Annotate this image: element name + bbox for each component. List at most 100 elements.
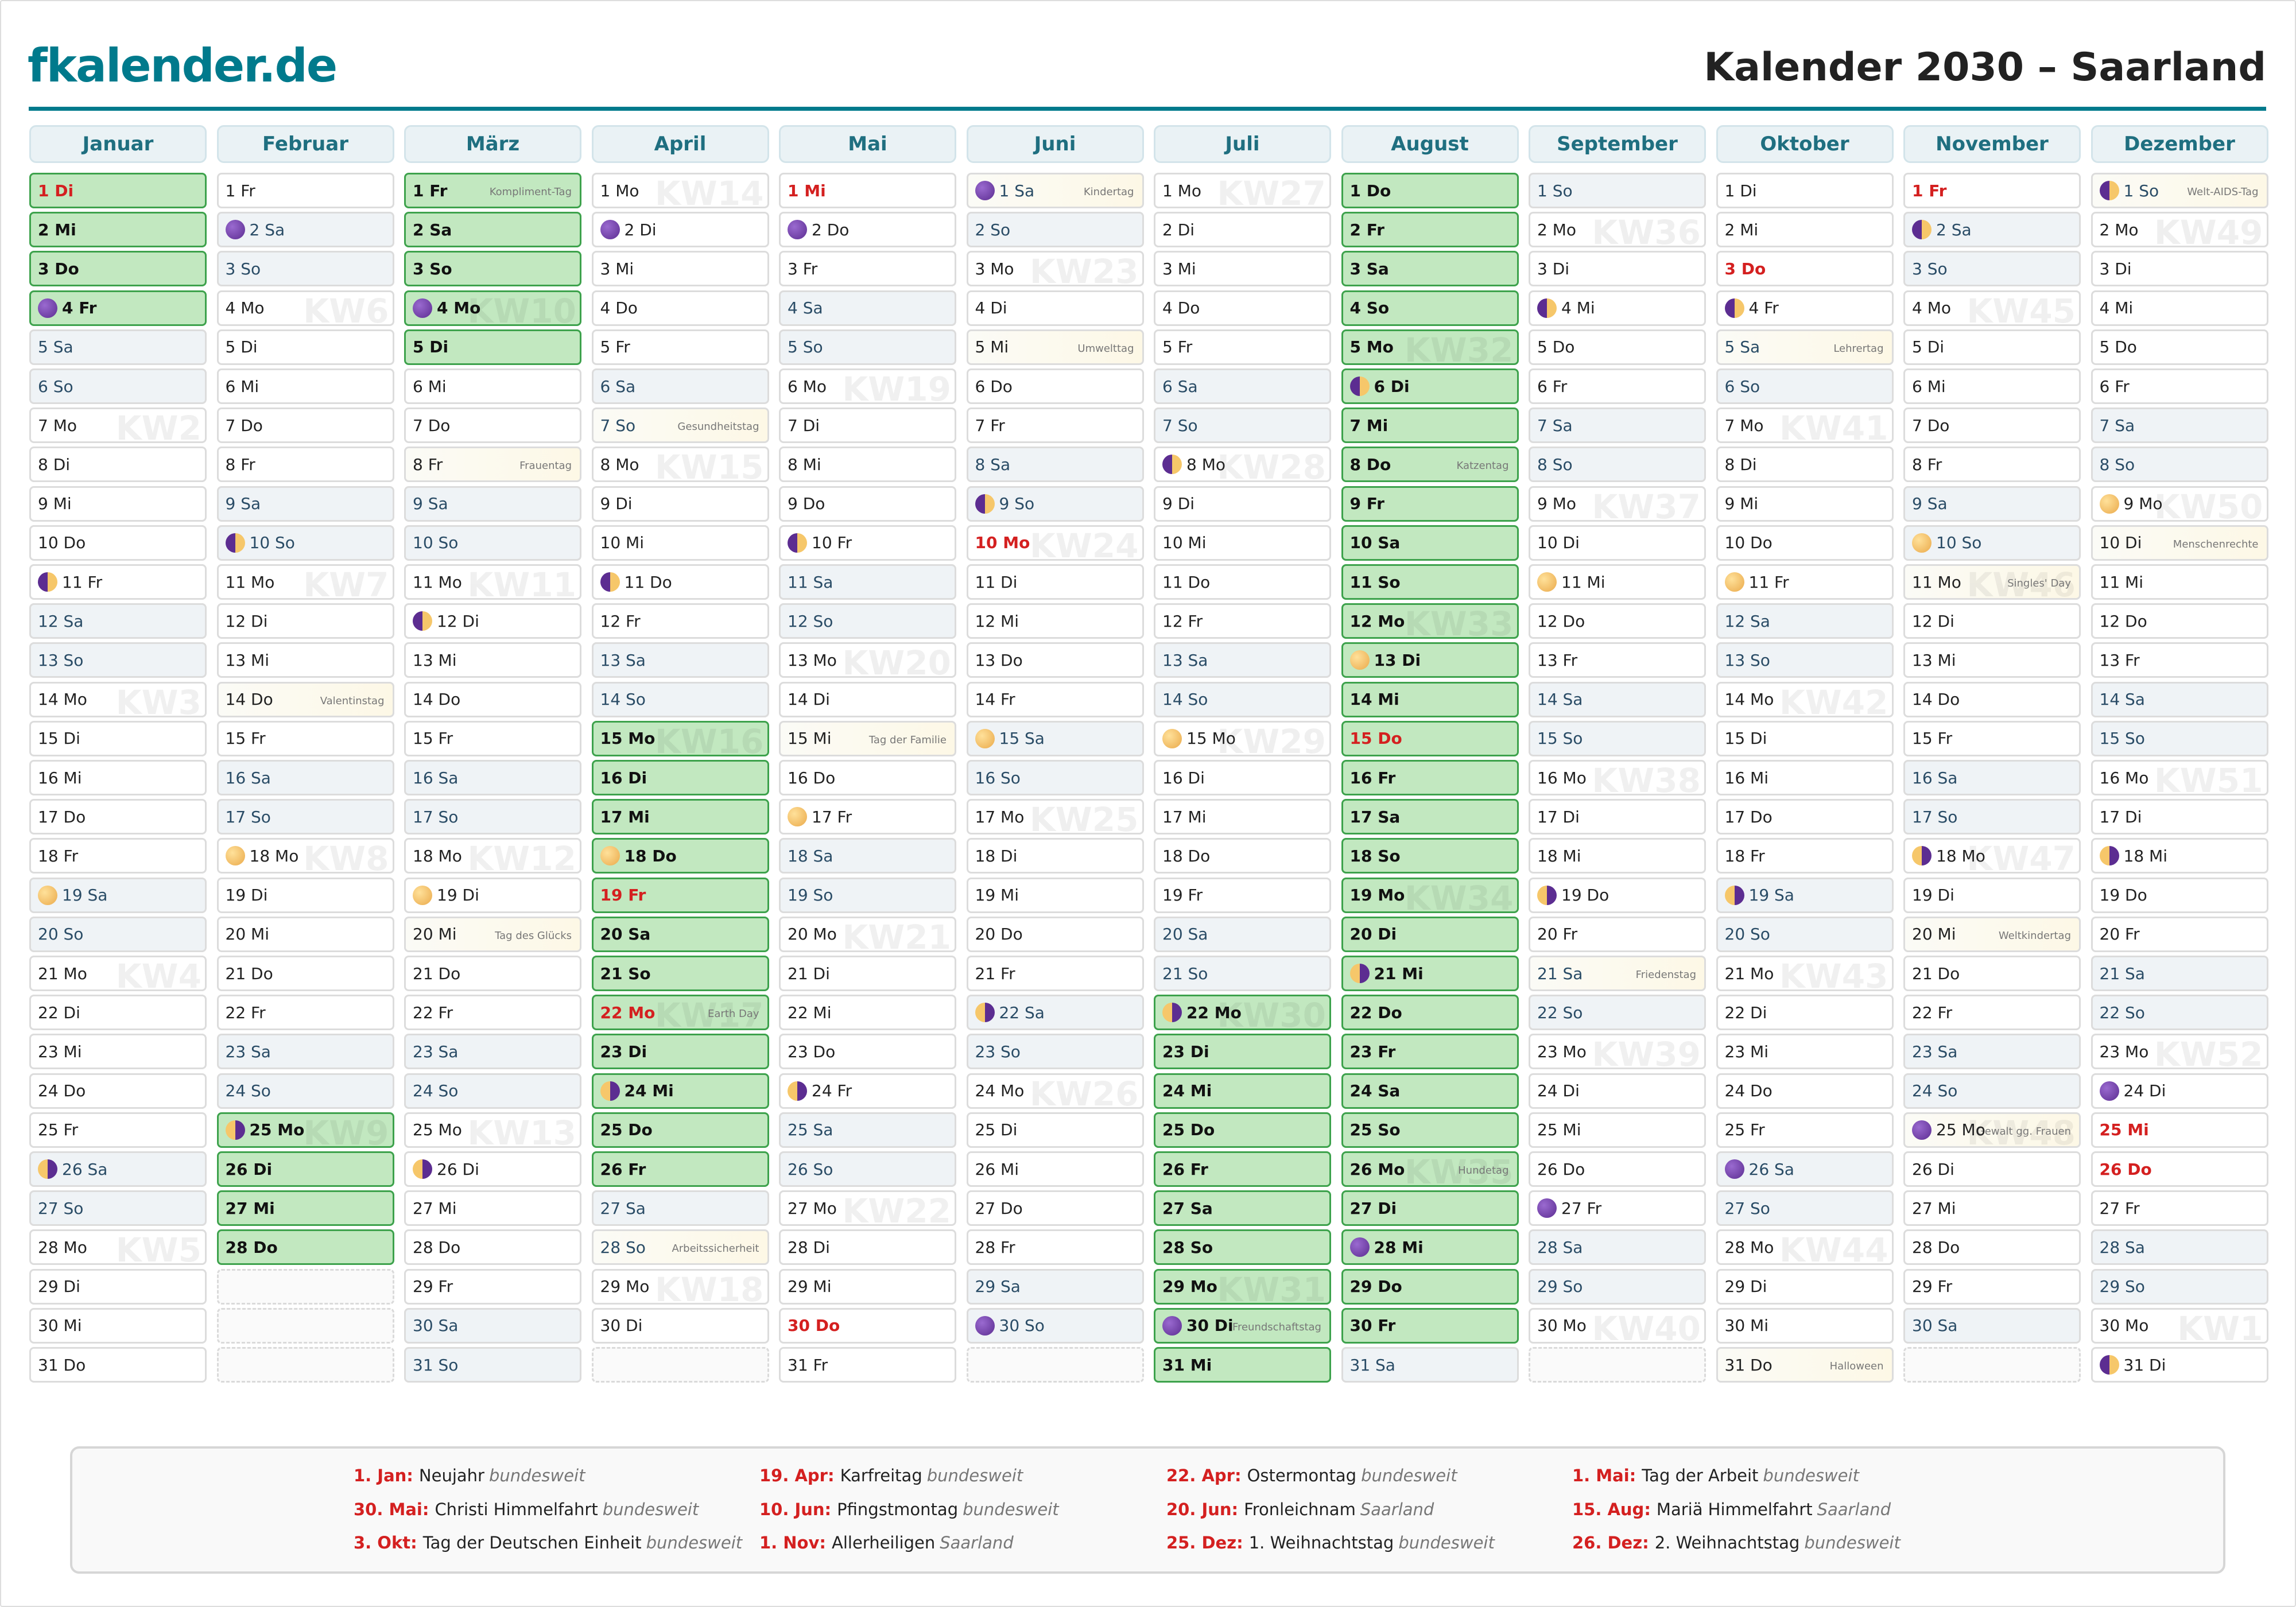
day-cell[interactable]: 16 Di xyxy=(591,760,769,795)
day-cell[interactable]: 25 Do xyxy=(591,1112,769,1148)
day-cell[interactable]: 6 Mi xyxy=(1903,368,2081,404)
day-cell[interactable]: 22 Fr xyxy=(404,995,581,1031)
day-cell[interactable]: 16 Sa xyxy=(216,760,394,795)
day-cell[interactable]: 29 Fr xyxy=(1903,1268,2081,1305)
day-cell[interactable]: 11 Sa xyxy=(779,564,956,600)
day-cell[interactable]: 22 Sa xyxy=(966,995,1144,1031)
day-cell[interactable]: 28 Do xyxy=(404,1229,581,1266)
day-cell[interactable]: KW18 29 Mo xyxy=(591,1268,769,1305)
day-cell[interactable]: 27 Sa xyxy=(591,1190,769,1226)
day-cell[interactable]: 14 So xyxy=(591,681,769,717)
day-cell[interactable]: 4 Sa xyxy=(779,290,956,326)
day-cell[interactable]: 25 Do xyxy=(1154,1112,1331,1148)
day-cell[interactable]: 4 Fr xyxy=(1716,290,1894,326)
day-cell[interactable]: 1 Fr xyxy=(216,173,394,208)
day-cell[interactable]: 6 Di xyxy=(1341,368,1519,404)
day-cell[interactable]: 25 So xyxy=(1341,1112,1519,1148)
day-cell[interactable]: 19 Sa xyxy=(1716,877,1894,913)
day-cell[interactable]: 10 Di Menschenrechte xyxy=(2091,525,2268,561)
day-cell[interactable]: 7 Do xyxy=(216,407,394,444)
day-cell[interactable]: 13 Mi xyxy=(1903,642,2081,678)
day-cell[interactable]: 9 Fr xyxy=(1341,486,1519,522)
day-cell[interactable]: 19 So xyxy=(779,877,956,913)
day-cell[interactable]: KW49 2 Mo xyxy=(2091,212,2268,248)
day-cell[interactable]: 8 So xyxy=(2091,447,2268,483)
day-cell[interactable]: 21 Di xyxy=(779,956,956,991)
day-cell[interactable]: KW29 15 Mo xyxy=(1154,720,1331,756)
day-cell[interactable]: 14 Fr xyxy=(966,681,1144,717)
day-cell[interactable]: 15 So xyxy=(2091,720,2268,756)
day-cell[interactable]: 2 Mi xyxy=(1716,212,1894,248)
day-cell[interactable]: 26 Sa xyxy=(29,1151,207,1187)
day-cell[interactable]: 16 Sa xyxy=(1903,760,2081,795)
day-cell[interactable]: 11 Mi xyxy=(1529,564,1706,600)
day-cell[interactable]: 27 So xyxy=(29,1190,207,1226)
day-cell[interactable]: 14 Do xyxy=(1903,681,2081,717)
day-cell[interactable]: 11 Do xyxy=(1154,564,1331,600)
day-cell[interactable]: 22 Fr xyxy=(1903,995,2081,1031)
day-cell[interactable]: 27 Fr xyxy=(2091,1190,2268,1226)
day-cell[interactable]: 2 Di xyxy=(1154,212,1331,248)
day-cell[interactable]: 2 Do xyxy=(779,212,956,248)
day-cell[interactable]: 4 Fr xyxy=(29,290,207,326)
day-cell[interactable]: KW16 15 Mo xyxy=(591,720,769,756)
day-cell[interactable]: 17 Fr xyxy=(779,799,956,835)
day-cell[interactable]: 7 Sa xyxy=(1529,407,1706,444)
day-cell[interactable]: 13 Sa xyxy=(1154,642,1331,678)
day-cell[interactable]: 27 Do xyxy=(966,1190,1144,1226)
day-cell[interactable]: 31 Do xyxy=(29,1347,207,1383)
day-cell[interactable]: 13 Mi xyxy=(216,642,394,678)
day-cell[interactable]: KW51 16 Mo xyxy=(2091,760,2268,795)
day-cell[interactable]: 1 So Welt-AIDS-Tag xyxy=(2091,173,2268,208)
day-cell[interactable]: 12 Do xyxy=(2091,603,2268,639)
day-cell[interactable]: 19 Fr xyxy=(591,877,769,913)
day-cell[interactable]: 21 Mi xyxy=(1341,956,1519,991)
day-cell[interactable]: 21 Do xyxy=(1903,956,2081,991)
day-cell[interactable]: 20 Do xyxy=(966,916,1144,952)
day-cell[interactable]: 27 Mi xyxy=(216,1190,394,1226)
day-cell[interactable]: 24 Sa xyxy=(1341,1073,1519,1109)
day-cell[interactable]: 24 Di xyxy=(2091,1073,2268,1109)
day-cell[interactable]: 16 So xyxy=(966,760,1144,795)
day-cell[interactable]: 11 Fr xyxy=(1716,564,1894,600)
day-cell[interactable]: 7 Sa xyxy=(2091,407,2268,444)
day-cell[interactable]: 26 Do xyxy=(2091,1151,2268,1187)
day-cell[interactable]: KW3 14 Mo xyxy=(29,681,207,717)
day-cell[interactable]: KW37 9 Mo xyxy=(1529,486,1706,522)
day-cell[interactable]: 24 Fr xyxy=(779,1073,956,1109)
day-cell[interactable]: 5 Fr xyxy=(591,329,769,365)
day-cell[interactable]: 31 Sa xyxy=(1341,1347,1519,1383)
day-cell[interactable]: 22 Do xyxy=(1341,995,1519,1031)
day-cell[interactable]: 22 Di xyxy=(1716,995,1894,1031)
day-cell[interactable]: 20 Mi xyxy=(216,916,394,952)
day-cell[interactable]: 6 Sa xyxy=(1154,368,1331,404)
day-cell[interactable]: 27 Sa xyxy=(1154,1190,1331,1226)
day-cell[interactable]: 31 So xyxy=(404,1347,581,1383)
day-cell[interactable]: KW43 21 Mo xyxy=(1716,956,1894,991)
day-cell[interactable]: 14 Di xyxy=(779,681,956,717)
day-cell[interactable]: 18 Fr xyxy=(1716,838,1894,874)
day-cell[interactable]: 12 Fr xyxy=(1154,603,1331,639)
day-cell[interactable]: KW33 12 Mo xyxy=(1341,603,1519,639)
day-cell[interactable]: 11 Mi xyxy=(2091,564,2268,600)
day-cell[interactable]: 19 Do xyxy=(2091,877,2268,913)
day-cell[interactable]: 10 Di xyxy=(1529,525,1706,561)
day-cell[interactable]: 10 So xyxy=(216,525,394,561)
day-cell[interactable]: KW22 27 Mo xyxy=(779,1190,956,1226)
day-cell[interactable]: 20 So xyxy=(29,916,207,952)
day-cell[interactable]: 30 Mi xyxy=(1716,1307,1894,1344)
day-cell[interactable]: 29 So xyxy=(1529,1268,1706,1305)
day-cell[interactable]: 3 Mi xyxy=(591,251,769,287)
day-cell[interactable]: 22 Di xyxy=(29,995,207,1031)
day-cell[interactable]: KW47 18 Mo xyxy=(1903,838,2081,874)
day-cell[interactable]: 17 Mi xyxy=(591,799,769,835)
day-cell[interactable]: 5 Do xyxy=(1529,329,1706,365)
day-cell[interactable]: 27 So xyxy=(1716,1190,1894,1226)
day-cell[interactable]: 12 Di xyxy=(404,603,581,639)
day-cell[interactable]: 12 Di xyxy=(216,603,394,639)
day-cell[interactable]: 28 So xyxy=(1154,1229,1331,1266)
day-cell[interactable]: KW8 18 Mo xyxy=(216,838,394,874)
day-cell[interactable]: 12 Fr xyxy=(591,603,769,639)
day-cell[interactable]: 18 So xyxy=(1341,838,1519,874)
day-cell[interactable]: 6 Fr xyxy=(2091,368,2268,404)
